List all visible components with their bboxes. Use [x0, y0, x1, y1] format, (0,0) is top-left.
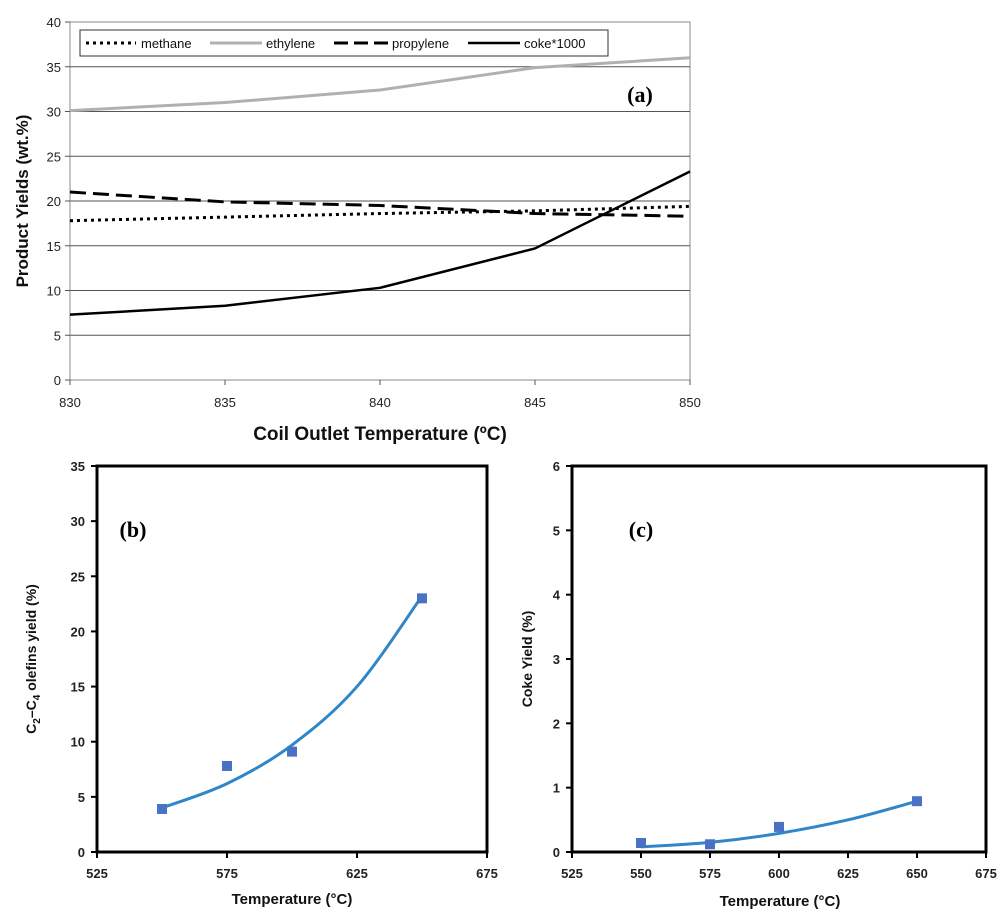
chart-b-y-axis-label: C2–C4 olefins yield (%) — [23, 584, 43, 734]
chart-b-y-tick-label: 0 — [78, 845, 85, 860]
chart-a-panel-label: (a) — [627, 82, 653, 107]
y-tick-label: 5 — [54, 328, 61, 343]
legend-label-propylene: propylene — [392, 36, 449, 51]
chart-c-fit-curve — [640, 799, 918, 849]
chart-c-y-tick-label: 6 — [553, 459, 560, 474]
series-line-propylene — [69, 190, 691, 218]
chart-b-x-tick-label: 525 — [86, 866, 108, 881]
chart-c-plot-area — [570, 464, 988, 854]
chart-c-x-tick-label: 600 — [768, 866, 790, 881]
chart-c-panel-label: (c) — [629, 517, 653, 542]
y-tick-label: 25 — [47, 149, 61, 164]
chart-c-x-tick-label: 625 — [837, 866, 859, 881]
chart-c-data-point — [636, 837, 646, 848]
chart-b-y-tick-label: 25 — [71, 569, 85, 584]
legend-label-methane: methane — [141, 36, 192, 51]
chart-b-y-tick-label: 20 — [71, 624, 85, 639]
chart-a-y-axis-label: Product Yields (wt.%) — [13, 115, 32, 288]
chart-c: 0 1 2 3 4 5 6 525 550 575 600 625 650 675 (c) Temper… — [519, 459, 997, 910]
chart-c-x-tick-label: 575 — [699, 866, 721, 881]
chart-b-y-tick-label: 35 — [71, 459, 85, 474]
chart-c-x-tick-label: 525 — [561, 866, 583, 881]
chart-c-y-tick-label: 2 — [553, 716, 560, 731]
chart-b-panel-label: (b) — [120, 517, 147, 542]
chart-c-y-tick-label: 3 — [553, 652, 560, 667]
chart-b-data-point — [222, 760, 232, 771]
y-tick-label: 30 — [47, 105, 61, 120]
x-tick-label: 835 — [214, 395, 236, 410]
chart-c-y-tick-label: 5 — [553, 523, 560, 538]
chart-a-legend: methane ethylene propylene coke*1000 — [79, 29, 609, 57]
series-line-methane — [69, 204, 691, 223]
chart-b-y-tick-label: 10 — [71, 735, 85, 750]
chart-c-y-tick-label: 0 — [553, 845, 560, 860]
chart-b-x-tick-label: 625 — [346, 866, 368, 881]
legend-label-coke: coke*1000 — [524, 36, 585, 51]
chart-c-data-point — [912, 796, 922, 807]
chart-b-y-tick-label: 5 — [78, 790, 85, 805]
chart-b-x-tick-label: 575 — [216, 866, 238, 881]
series-line-coke-1000 — [69, 170, 691, 316]
chart-c-y-axis-label: Coke Yield (%) — [519, 611, 535, 707]
chart-c-x-tick-label: 675 — [975, 866, 997, 881]
x-tick-label: 850 — [679, 395, 701, 410]
chart-c-y-tick-label: 4 — [553, 588, 561, 603]
chart-c-x-tick-label: 550 — [630, 866, 652, 881]
chart-b-x-tick-label: 675 — [476, 866, 498, 881]
y-tick-label: 35 — [47, 60, 61, 75]
chart-b-x-axis-label: Temperature (°C) — [232, 891, 353, 908]
y-tick-label: 40 — [47, 15, 61, 30]
y-tick-label: 20 — [47, 194, 61, 209]
chart-c-x-axis-label: Temperature (°C) — [720, 893, 841, 910]
chart-b-data-point — [287, 746, 297, 757]
chart-b-y-tick-label: 15 — [71, 680, 85, 695]
chart-a-x-axis-label: Coil Outlet Temperature (ºC) — [253, 424, 507, 445]
chart-b-data-point — [157, 803, 167, 814]
chart-b-data-point — [417, 593, 427, 604]
chart-b-plot-area — [95, 464, 489, 854]
y-tick-label: 0 — [54, 373, 61, 388]
chart-b-y-tick-label: 30 — [71, 514, 85, 529]
chart-c-x-tick-label: 650 — [906, 866, 928, 881]
series-line-ethylene — [69, 56, 691, 113]
chart-b-fit-curve — [161, 595, 424, 810]
chart-c-data-point — [774, 821, 784, 832]
chart-a: 0 5 10 15 20 25 30 35 40 830 835 840 845 850 methane… — [13, 15, 701, 445]
y-tick-label: 10 — [47, 284, 61, 299]
y-tick-label: 15 — [47, 239, 61, 254]
legend-label-ethylene: ethylene — [266, 36, 315, 51]
chart-b: 0 5 10 15 20 25 30 35 525 575 625 675 (b) Temperat… — [23, 459, 498, 908]
chart-c-data-point — [705, 839, 715, 850]
chart-c-y-tick-label: 1 — [553, 781, 560, 796]
x-tick-label: 830 — [59, 395, 81, 410]
x-tick-label: 840 — [369, 395, 391, 410]
x-tick-label: 845 — [524, 395, 546, 410]
